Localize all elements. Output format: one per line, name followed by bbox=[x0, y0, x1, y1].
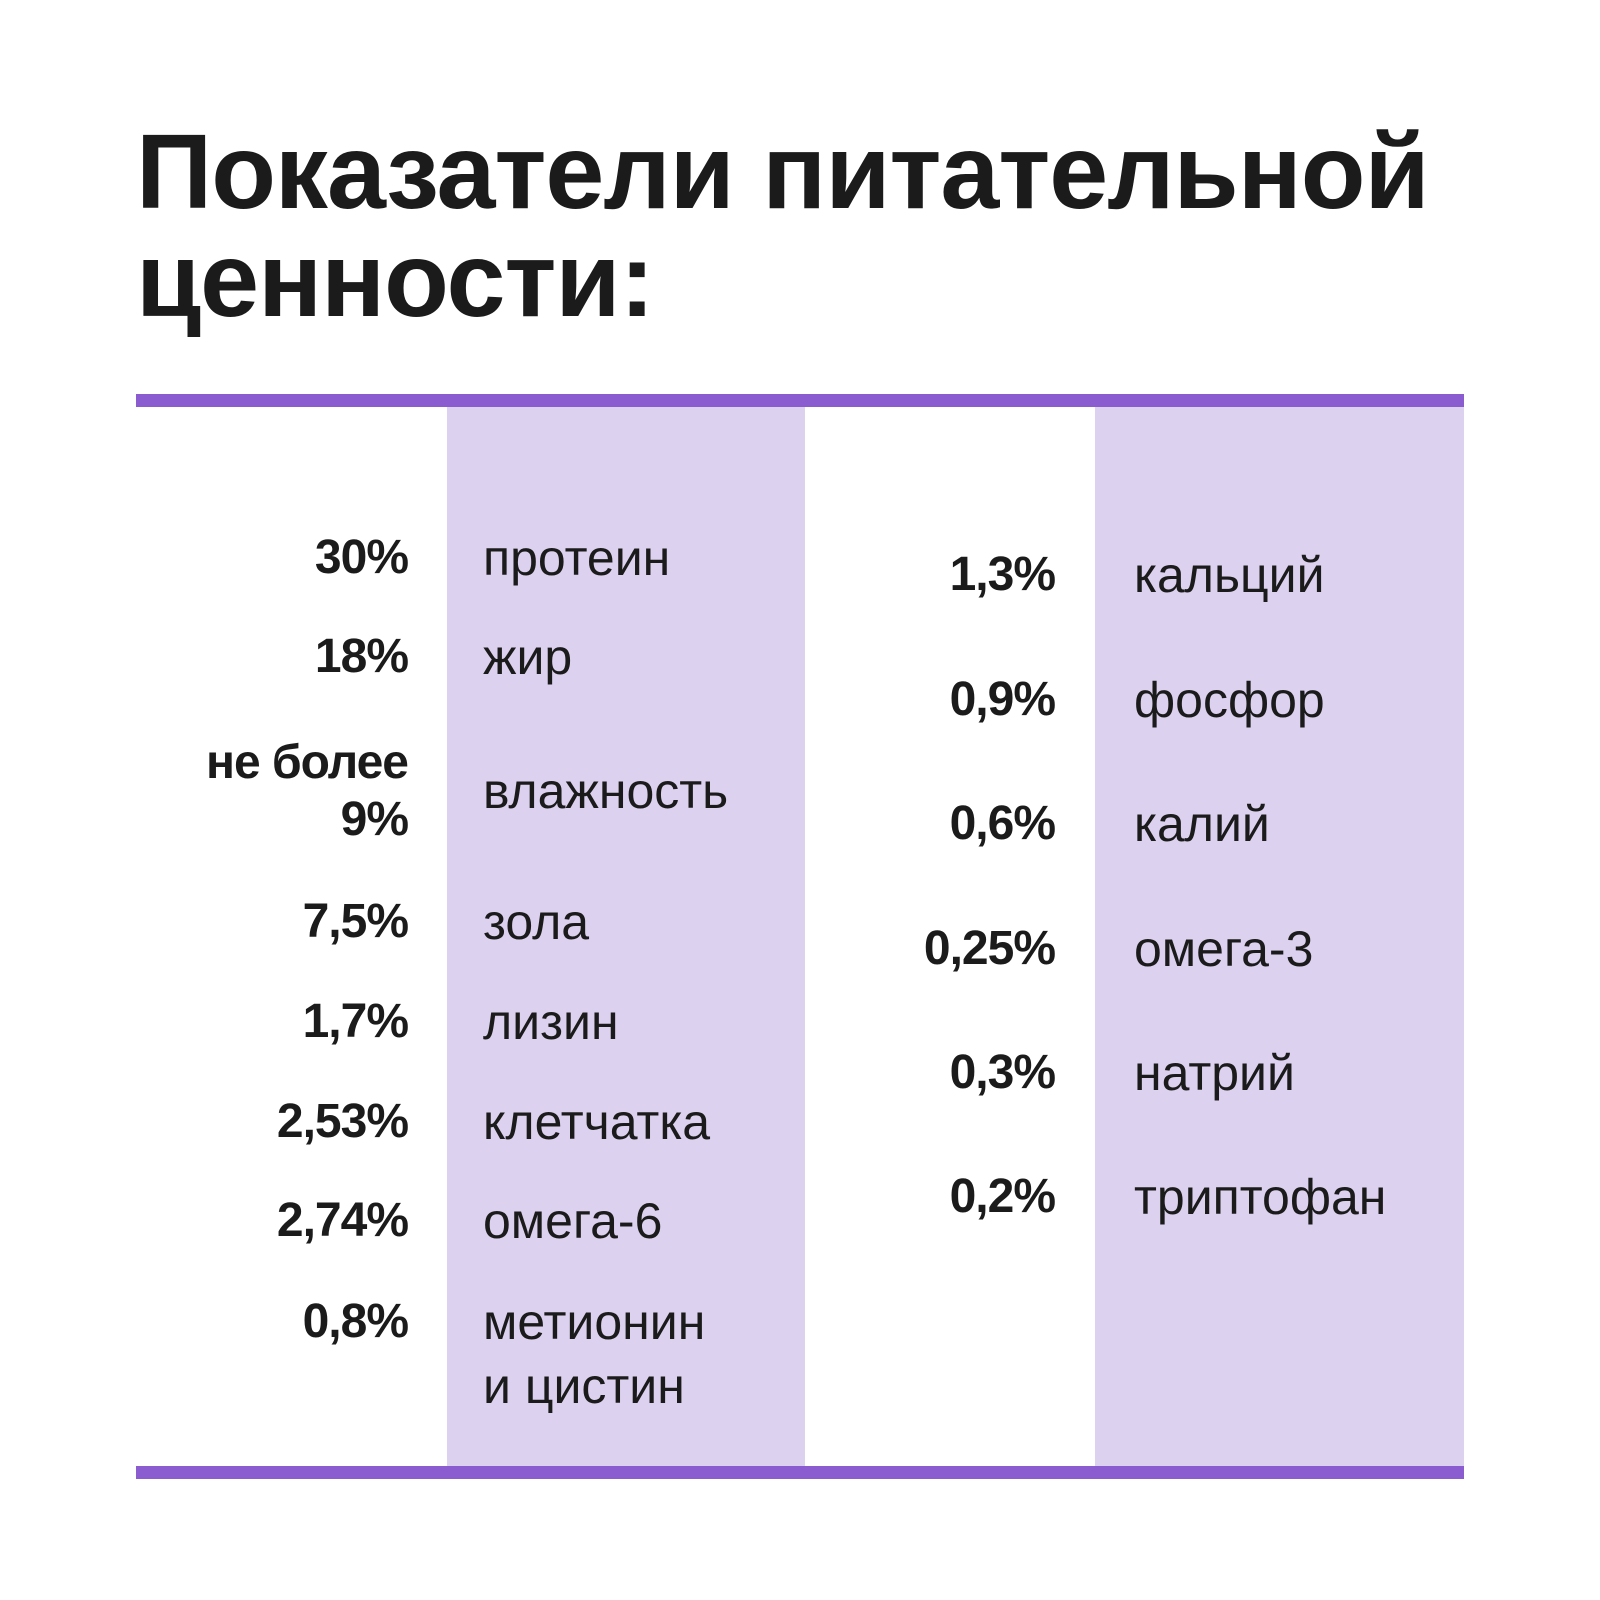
nutrient-name: протеин bbox=[483, 530, 671, 586]
bottom-divider bbox=[136, 1466, 1464, 1479]
nutrient-value: 2,74% bbox=[276, 1194, 409, 1247]
nutrient-value: 0,25% bbox=[923, 922, 1056, 975]
nutrient-name: метионин и цистин bbox=[483, 1290, 705, 1418]
nutrient-value-line-2: 9% bbox=[340, 793, 409, 846]
nutrient-value: 2,53% bbox=[276, 1095, 409, 1148]
nutrient-value: 18% bbox=[314, 630, 409, 683]
nutrient-value: 1,3% bbox=[949, 548, 1056, 601]
title-line-1: Показатели питательной bbox=[136, 113, 1430, 231]
nutrient-name: натрий bbox=[1134, 1045, 1295, 1101]
left-name-column-band bbox=[447, 407, 805, 1466]
nutrient-name: кальций bbox=[1134, 547, 1325, 603]
nutrient-value-line-1: не более bbox=[205, 736, 409, 789]
nutrient-name: жир bbox=[483, 629, 573, 685]
nutrient-name: лизин bbox=[483, 994, 619, 1050]
title-line-2: ценности: bbox=[136, 221, 655, 339]
top-divider bbox=[136, 394, 1464, 407]
nutrient-name: клетчатка bbox=[483, 1094, 711, 1150]
nutrient-value: 30% bbox=[314, 531, 409, 584]
nutrient-name: омега-6 bbox=[483, 1193, 663, 1249]
nutrient-value: 0,2% bbox=[949, 1170, 1056, 1223]
nutrient-name: триптофан bbox=[1134, 1169, 1387, 1225]
nutrient-name: фосфор bbox=[1134, 672, 1325, 728]
nutrient-value: 7,5% bbox=[302, 895, 409, 948]
nutrient-name: калий bbox=[1134, 796, 1270, 852]
nutrient-value: 0,6% bbox=[949, 797, 1056, 850]
nutrient-value: не более 9% bbox=[205, 734, 409, 848]
nutrient-value: 0,8% bbox=[302, 1295, 409, 1348]
nutrient-value: 0,9% bbox=[949, 673, 1056, 726]
nutrient-name-line-2: и цистин bbox=[483, 1358, 685, 1414]
nutrient-value: 0,3% bbox=[949, 1046, 1056, 1099]
nutrient-value: 1,7% bbox=[302, 995, 409, 1048]
nutrient-name: омега-3 bbox=[1134, 921, 1314, 977]
nutrient-name: влажность bbox=[483, 763, 729, 819]
nutrient-name-line-1: метионин bbox=[483, 1294, 706, 1350]
right-name-column-band bbox=[1095, 407, 1464, 1466]
nutrient-name: зола bbox=[483, 894, 590, 950]
page-title: Показатели питательной ценности: bbox=[136, 118, 1536, 334]
